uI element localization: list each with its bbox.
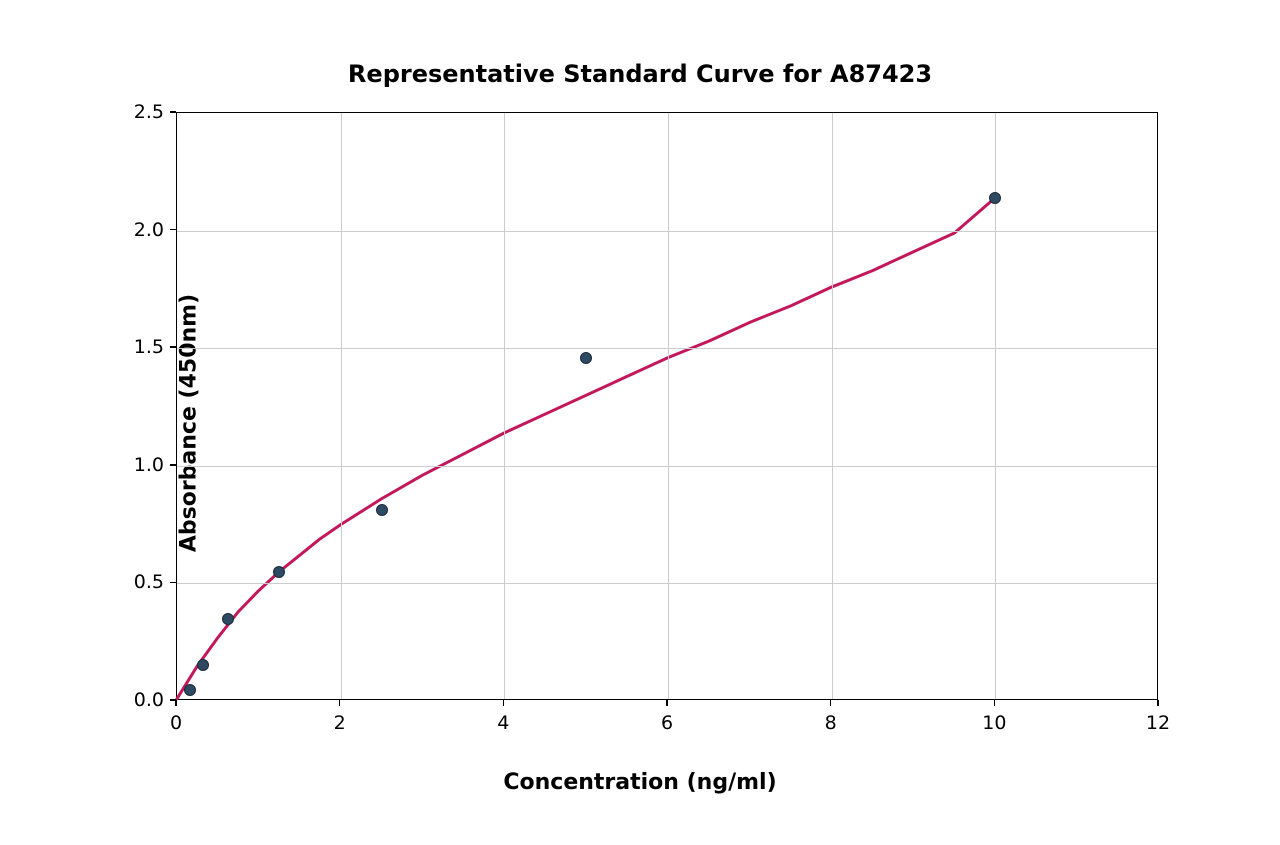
gridline-horizontal (177, 348, 1157, 349)
y-tick-mark (170, 229, 176, 231)
gridline-vertical (668, 113, 669, 699)
data-point (580, 352, 592, 364)
chart-title: Representative Standard Curve for A87423 (348, 60, 932, 88)
gridline-vertical (341, 113, 342, 699)
gridline-horizontal (177, 583, 1157, 584)
x-tick-mark (666, 700, 668, 706)
data-point (989, 192, 1001, 204)
x-tick-mark (830, 700, 832, 706)
plot-area (176, 112, 1158, 700)
x-tick-label: 10 (982, 712, 1006, 734)
x-tick-label: 0 (170, 712, 182, 734)
chart-container: Representative Standard Curve for A87423… (0, 0, 1280, 845)
x-tick-label: 6 (661, 712, 673, 734)
y-tick-mark (170, 464, 176, 466)
data-point (273, 566, 285, 578)
y-tick-label: 1.5 (134, 336, 164, 358)
gridline-horizontal (177, 231, 1157, 232)
x-tick-label: 8 (825, 712, 837, 734)
data-point (184, 684, 196, 696)
y-tick-mark (170, 111, 176, 113)
y-tick-label: 0.5 (134, 571, 164, 593)
gridline-vertical (832, 113, 833, 699)
y-tick-label: 2.5 (134, 101, 164, 123)
data-point (222, 613, 234, 625)
x-axis-label: Concentration (ng/ml) (503, 770, 776, 795)
x-tick-mark (1157, 700, 1159, 706)
x-tick-mark (339, 700, 341, 706)
gridline-horizontal (177, 466, 1157, 467)
data-point (197, 659, 209, 671)
gridline-vertical (504, 113, 505, 699)
y-tick-mark (170, 699, 176, 701)
x-tick-mark (175, 700, 177, 706)
x-tick-label: 2 (334, 712, 346, 734)
x-tick-label: 4 (497, 712, 509, 734)
y-tick-mark (170, 582, 176, 584)
y-tick-label: 2.0 (134, 219, 164, 241)
x-tick-mark (503, 700, 505, 706)
y-tick-label: 0.0 (134, 689, 164, 711)
y-tick-label: 1.0 (134, 454, 164, 476)
x-tick-mark (994, 700, 996, 706)
x-tick-label: 12 (1146, 712, 1170, 734)
fitted-curve (177, 198, 995, 699)
y-tick-mark (170, 346, 176, 348)
data-point (376, 504, 388, 516)
